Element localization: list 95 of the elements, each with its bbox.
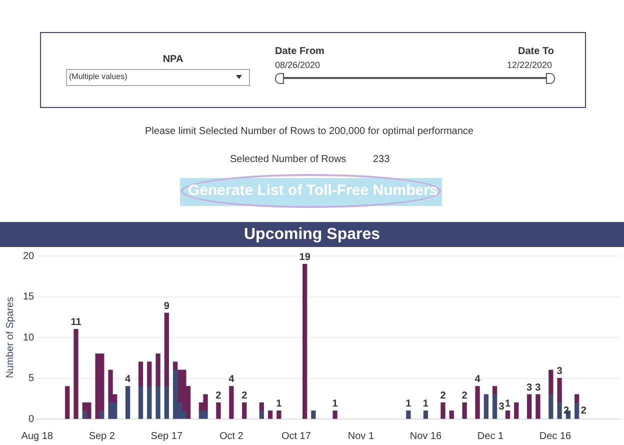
bar xyxy=(449,410,454,419)
x-tick-label: Sep 2 xyxy=(88,430,116,442)
data-label: 2 xyxy=(580,405,587,416)
bar xyxy=(172,370,178,419)
data-label: 1 xyxy=(276,398,282,410)
bar xyxy=(276,410,282,419)
bar xyxy=(302,264,308,419)
bar xyxy=(268,410,273,419)
bar xyxy=(156,353,160,387)
data-label: 2 xyxy=(242,390,248,402)
data-label: 9 xyxy=(164,300,170,312)
bar xyxy=(229,386,234,419)
data-label: 1 xyxy=(422,398,429,410)
bar xyxy=(86,402,92,419)
bar xyxy=(138,362,144,387)
text: Generate List of Toll-Free Numbers xyxy=(188,182,438,199)
text: 233 xyxy=(373,154,390,165)
chart-title: Upcoming Spares xyxy=(0,222,624,247)
text: (Multiple values) xyxy=(69,72,128,81)
data-label: 4 xyxy=(125,374,132,386)
data-label: 2 xyxy=(216,390,222,402)
bar xyxy=(74,329,78,419)
bar xyxy=(147,362,152,387)
text: Date To xyxy=(518,46,554,57)
bar xyxy=(332,410,338,419)
bar xyxy=(172,362,178,370)
x-tick-label: Sep 17 xyxy=(150,430,183,442)
data-label: 2 xyxy=(440,390,446,402)
x-tick-label: Dec 16 xyxy=(539,430,572,442)
data-label: 3 xyxy=(535,382,542,394)
bar xyxy=(108,370,113,404)
bar xyxy=(203,394,208,412)
bar xyxy=(65,386,70,419)
text: 12/22/2020 xyxy=(507,60,552,70)
bar xyxy=(527,394,532,419)
x-tick-label: Oct 2 xyxy=(219,430,244,442)
bar xyxy=(203,410,208,419)
text: NPA xyxy=(162,54,184,65)
x-tick-label: Nov 16 xyxy=(410,430,442,442)
text: Date From xyxy=(275,46,324,57)
bar xyxy=(156,386,160,419)
data-label: 1 xyxy=(332,398,338,410)
y-axis-title: Number of Spares xyxy=(4,296,16,378)
bar xyxy=(108,402,113,419)
data-label: 1 xyxy=(504,398,511,410)
bar xyxy=(164,312,169,387)
bar xyxy=(557,402,562,419)
bar xyxy=(574,394,580,404)
data-label: 19 xyxy=(299,252,311,263)
data-label: 4 xyxy=(474,374,481,386)
data-label: 11 xyxy=(70,317,82,328)
data-label: 3 xyxy=(556,366,563,377)
data-label: 2 xyxy=(462,390,468,402)
bar xyxy=(548,394,554,419)
bar xyxy=(475,386,480,419)
data-label: 3 xyxy=(498,401,505,412)
bar xyxy=(423,410,428,419)
text: Please limit Selected Number of Rows to 200,000 for optimal performance xyxy=(145,126,474,137)
y-tick-label: 0 xyxy=(28,414,35,425)
bar xyxy=(95,353,100,419)
x-tick-label: Aug 18 xyxy=(21,430,54,442)
bar xyxy=(138,386,144,419)
x-tick-label: Dec 1 xyxy=(477,430,504,442)
y-tick-label: 5 xyxy=(28,373,35,384)
bar xyxy=(462,402,467,419)
y-tick-label: 10 xyxy=(23,332,35,344)
bar xyxy=(492,394,498,419)
bar xyxy=(259,410,264,419)
bar xyxy=(440,402,446,419)
bar xyxy=(82,410,87,419)
bar xyxy=(406,410,411,419)
bar xyxy=(311,410,316,419)
bar xyxy=(536,394,540,419)
bar xyxy=(557,378,562,404)
bar xyxy=(147,386,152,419)
bar xyxy=(548,370,554,395)
data-label: 2 xyxy=(564,405,570,416)
x-tick-label: Nov 1 xyxy=(348,430,374,442)
y-tick-label: 20 xyxy=(23,250,35,262)
bar xyxy=(484,394,488,419)
data-label: 3 xyxy=(526,382,533,394)
text: 08/26/2020 xyxy=(275,60,320,70)
bar xyxy=(505,410,510,419)
text: Selected Number of Rows xyxy=(230,154,346,165)
data-label: 4 xyxy=(228,374,235,386)
x-tick-label: Oct 17 xyxy=(281,430,312,442)
data-label: 1 xyxy=(406,398,412,410)
bar xyxy=(216,402,221,419)
y-tick-label: 15 xyxy=(23,292,35,302)
bar xyxy=(125,386,130,419)
bar xyxy=(574,402,580,419)
bar xyxy=(164,386,169,419)
bar xyxy=(242,402,247,419)
bar xyxy=(514,402,519,419)
bar xyxy=(100,410,104,419)
